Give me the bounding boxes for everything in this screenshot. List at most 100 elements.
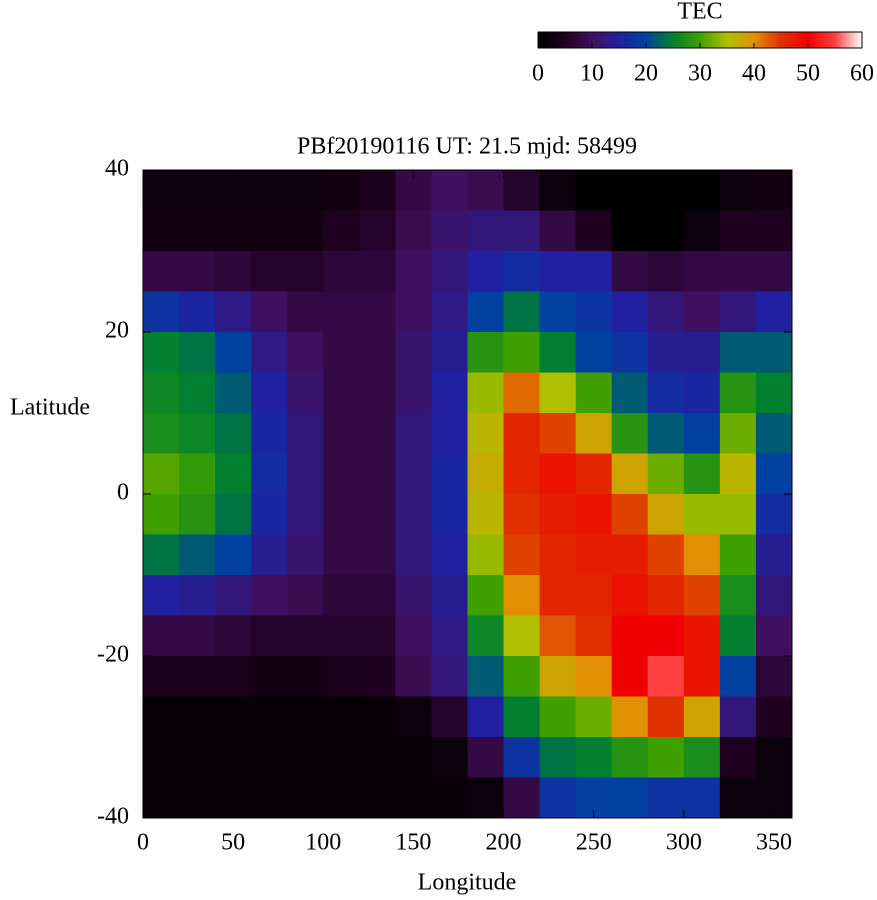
heat-cell xyxy=(575,696,613,738)
heat-cell xyxy=(143,372,180,414)
heat-cell xyxy=(251,170,288,211)
heat-cell xyxy=(611,291,649,333)
heat-cell xyxy=(647,170,685,211)
y-tick-label: -20 xyxy=(97,642,129,668)
heat-cell xyxy=(431,332,468,373)
heat-cell xyxy=(539,534,577,576)
heat-cell xyxy=(359,413,396,454)
heat-cell xyxy=(395,332,432,373)
x-tick-label: 200 xyxy=(486,830,522,856)
heat-cell xyxy=(251,494,288,535)
heat-cell xyxy=(647,332,685,373)
heat-cell xyxy=(395,251,432,292)
heat-cell xyxy=(359,291,396,333)
heat-cell xyxy=(215,453,252,495)
heat-cell xyxy=(251,453,288,495)
heat-cell xyxy=(431,413,468,454)
heat-cell xyxy=(179,291,216,333)
colorbar-tick-label: 10 xyxy=(580,61,604,87)
heat-cell xyxy=(647,251,685,292)
heat-cell xyxy=(539,696,577,738)
heat-cell xyxy=(647,615,685,657)
heat-cell xyxy=(611,210,649,252)
heat-cell xyxy=(287,575,324,616)
heat-cell xyxy=(143,291,180,333)
heat-cell xyxy=(575,372,613,414)
heat-cell xyxy=(431,656,468,697)
heat-cell xyxy=(467,332,505,373)
heat-cell xyxy=(179,696,216,738)
heat-cell xyxy=(755,575,793,616)
y-tick-label: 20 xyxy=(105,318,129,344)
heat-cell xyxy=(395,575,432,616)
heat-cell xyxy=(287,534,324,576)
heat-cell xyxy=(179,453,216,495)
heat-cell xyxy=(539,291,577,333)
x-tick-label: 350 xyxy=(756,830,792,856)
heat-cell xyxy=(215,372,252,414)
heat-cell xyxy=(575,494,613,535)
heat-cell xyxy=(647,575,685,616)
heat-cell xyxy=(323,170,360,211)
heat-cell xyxy=(719,210,757,252)
heat-cell xyxy=(467,777,505,819)
heat-cell xyxy=(179,210,216,252)
heat-cell xyxy=(467,534,505,576)
heat-cell xyxy=(359,534,396,576)
heat-cell xyxy=(755,615,793,657)
heat-cell xyxy=(575,453,613,495)
heat-cell xyxy=(575,615,613,657)
heat-cell xyxy=(539,737,577,778)
heat-cell xyxy=(143,494,180,535)
heat-cell xyxy=(719,251,757,292)
heat-cell xyxy=(323,534,360,576)
heat-cell xyxy=(431,291,468,333)
heat-cell xyxy=(359,615,396,657)
heat-cell xyxy=(719,656,757,697)
heat-cell xyxy=(647,737,685,778)
heat-cell xyxy=(179,656,216,697)
y-tick-label: -40 xyxy=(97,804,129,830)
heat-cell xyxy=(287,170,324,211)
heat-cell xyxy=(359,737,396,778)
heat-cell xyxy=(251,332,288,373)
heat-cell xyxy=(395,494,432,535)
heat-cell xyxy=(683,332,721,373)
heat-cell xyxy=(539,170,577,211)
colorbar-tick-label: 60 xyxy=(850,61,874,87)
heat-cell xyxy=(539,210,577,252)
heat-cell xyxy=(179,413,216,454)
heat-cell xyxy=(539,575,577,616)
heat-cell xyxy=(503,534,541,576)
heat-cell xyxy=(287,372,324,414)
heat-cell xyxy=(719,372,757,414)
heat-cell xyxy=(611,575,649,616)
heat-cell xyxy=(251,737,288,778)
heat-cell xyxy=(755,696,793,738)
heat-cell xyxy=(647,777,685,819)
heat-cell xyxy=(575,534,613,576)
heat-cell xyxy=(323,332,360,373)
heat-cell xyxy=(323,656,360,697)
heat-cell xyxy=(359,656,396,697)
heat-cell xyxy=(683,737,721,778)
heat-cell xyxy=(575,737,613,778)
heat-cell xyxy=(503,291,541,333)
heat-cell xyxy=(539,332,577,373)
heat-cell xyxy=(323,453,360,495)
heat-cell xyxy=(359,170,396,211)
heat-cell xyxy=(431,372,468,414)
heat-cell xyxy=(215,291,252,333)
heat-cell xyxy=(359,575,396,616)
heat-cell xyxy=(719,777,757,819)
heat-cell xyxy=(251,696,288,738)
heat-cell xyxy=(611,656,649,697)
heat-cell xyxy=(719,413,757,454)
heat-cell xyxy=(359,372,396,414)
heat-cell xyxy=(611,494,649,535)
colorbar-tick-label: 40 xyxy=(742,61,766,87)
heat-cell xyxy=(611,737,649,778)
heat-cell xyxy=(719,494,757,535)
heat-cell xyxy=(215,251,252,292)
